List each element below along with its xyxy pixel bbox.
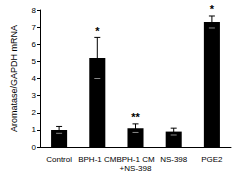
svg-text:PGE2: PGE2 (201, 155, 223, 164)
svg-text:**: ** (131, 111, 140, 123)
svg-text:8: 8 (32, 6, 37, 15)
svg-text:Aromatase/GAPDH mRNA: Aromatase/GAPDH mRNA (9, 25, 19, 132)
svg-text:3: 3 (32, 91, 37, 100)
svg-text:*: * (95, 25, 100, 37)
svg-text:2: 2 (32, 108, 37, 117)
svg-text:BPH-1 CM: BPH-1 CM (116, 155, 155, 164)
svg-text:+NS-398: +NS-398 (120, 164, 152, 173)
svg-text:NS-398: NS-398 (160, 155, 188, 164)
svg-text:7: 7 (32, 23, 37, 32)
svg-text:4: 4 (32, 74, 37, 83)
svg-text:BPH-1 CM: BPH-1 CM (78, 155, 117, 164)
svg-text:*: * (210, 3, 215, 15)
svg-text:5: 5 (32, 57, 37, 66)
svg-text:Control: Control (46, 155, 72, 164)
svg-text:0: 0 (32, 143, 37, 152)
svg-text:6: 6 (32, 40, 37, 49)
svg-text:1: 1 (32, 125, 37, 134)
